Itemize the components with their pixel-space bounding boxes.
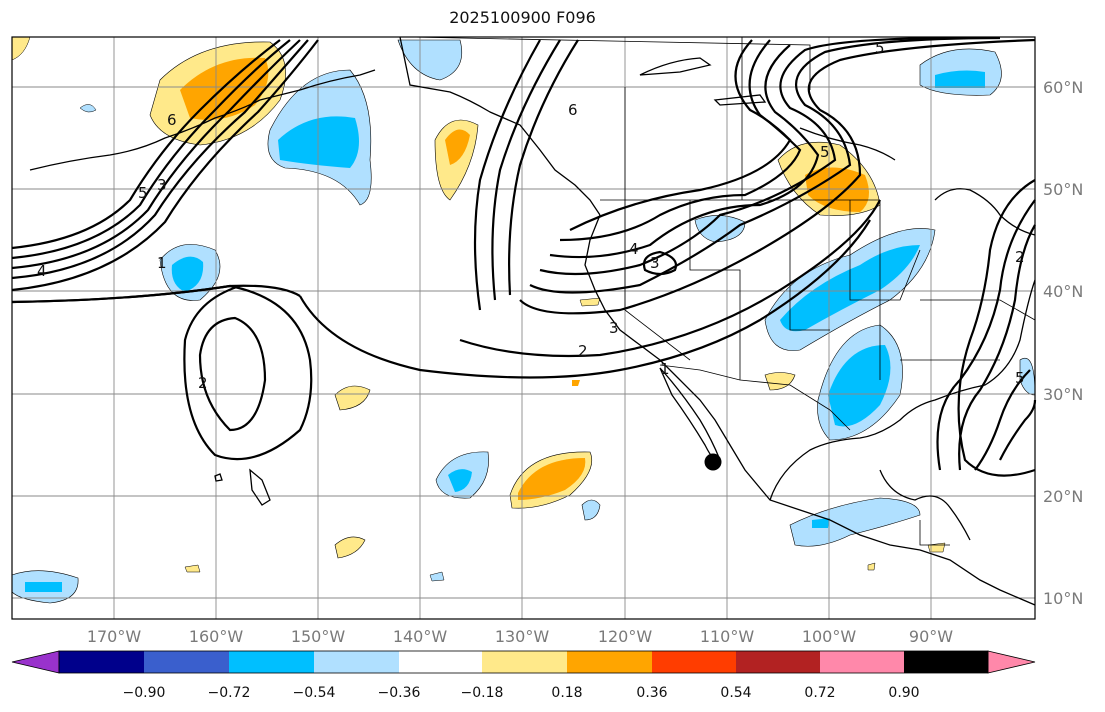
negative-anomaly-region <box>79 104 97 113</box>
longitude-label: 140°W <box>393 627 448 646</box>
colorbar-tick-label: 0.54 <box>720 685 751 701</box>
colorbar-tick-label: −0.72 <box>208 685 251 701</box>
colorbar-tick-label: 0.72 <box>804 685 835 701</box>
negative-anomaly-core <box>812 518 830 528</box>
colorbar-segment <box>144 651 229 673</box>
colorbar-segment <box>482 651 567 673</box>
colorbar-tick-label: 0.36 <box>636 685 667 701</box>
positive-anomaly-region <box>184 564 201 573</box>
colorbar-segment <box>904 651 988 673</box>
colorbar-segment <box>59 651 144 673</box>
colorbar-segment <box>736 651 820 673</box>
negative-anomaly-region <box>429 571 445 582</box>
contour-label: 6 <box>568 101 578 119</box>
positive-anomaly-region <box>579 297 601 307</box>
colorbar-segment <box>399 651 482 673</box>
negative-anomaly-region <box>397 39 463 81</box>
colorbar-tick-label: −0.18 <box>461 685 504 701</box>
contour-label: 6 <box>167 111 177 129</box>
colorbar-tick-label: −0.90 <box>123 685 166 701</box>
longitude-label: 160°W <box>189 627 244 646</box>
colorbar-segment <box>567 651 652 673</box>
contour-label-group: 4 5 3 6 6 1 2 4 3 3 2 1 5 5 2 5 <box>37 39 1025 392</box>
contour-label: 4 <box>37 262 47 280</box>
colorbar-outline <box>58 650 989 674</box>
longitude-label: 150°W <box>291 627 346 646</box>
colorbar-tick-label: 0.90 <box>888 685 919 701</box>
contour-label: 5 <box>1015 369 1025 387</box>
map-frame <box>11 36 1036 620</box>
contour-label: 3 <box>157 176 167 194</box>
positive-anomaly-core <box>518 458 586 500</box>
latitude-label: 50°N <box>1043 180 1083 199</box>
contour-label: 2 <box>198 374 208 392</box>
longitude-label: 100°W <box>802 627 857 646</box>
positive-anomaly-region <box>867 562 876 571</box>
longitude-label: 110°W <box>700 627 755 646</box>
location-marker <box>704 453 722 471</box>
contour-label: 5 <box>875 39 885 57</box>
contour-lines <box>11 36 1037 477</box>
map-title: 2025100900 F096 <box>449 8 596 27</box>
positive-anomaly-core <box>180 57 269 120</box>
positive-anomaly-core <box>445 129 470 165</box>
latitude-label: 60°N <box>1043 78 1083 97</box>
longitude-labels: 170°W 160°W 150°W 140°W 130°W 120°W 110°… <box>87 627 953 646</box>
positive-anomaly-region <box>764 372 796 391</box>
contour-label: 5 <box>138 184 148 202</box>
colorbar-segment <box>229 651 314 673</box>
colorbar-tick-label: 0.18 <box>551 685 582 701</box>
negative-anomaly-core <box>935 70 985 88</box>
contour-label: 1 <box>157 254 167 272</box>
coastlines <box>29 36 1036 606</box>
contour-label: 3 <box>609 319 619 337</box>
negative-anomaly-core <box>828 345 891 427</box>
positive-anomaly-region <box>334 385 371 411</box>
latitude-label: 10°N <box>1043 589 1083 608</box>
colorbar-segment <box>314 651 399 673</box>
latitude-label: 40°N <box>1043 282 1083 301</box>
positive-anomaly-region <box>334 536 366 559</box>
negative-anomaly-core <box>278 116 359 168</box>
latitude-label: 30°N <box>1043 385 1083 404</box>
colorbar: −0.90 −0.72 −0.54 −0.36 −0.18 0.18 0.36 … <box>11 650 1036 701</box>
longitude-label: 130°W <box>495 627 550 646</box>
negative-anomaly-core <box>171 256 204 292</box>
negative-anomaly-region <box>572 380 580 386</box>
colorbar-extend-left <box>11 650 60 674</box>
negative-anomaly-core <box>448 469 472 492</box>
longitude-label: 120°W <box>598 627 653 646</box>
colorbar-tick-label: −0.36 <box>378 685 421 701</box>
contour-label: 1 <box>660 360 670 378</box>
contour-label: 4 <box>629 240 639 258</box>
colorbar-extend-right <box>987 650 1036 674</box>
negative-anomaly-region <box>789 497 921 547</box>
longitude-label: 90°W <box>909 627 953 646</box>
colorbar-segment <box>652 651 736 673</box>
negative-anomaly-region <box>581 499 601 521</box>
latitude-label: 20°N <box>1043 487 1083 506</box>
colorbar-segment <box>820 651 904 673</box>
contour-label: 5 <box>820 143 830 161</box>
latitude-labels: 60°N 50°N 40°N 30°N 20°N 10°N <box>1043 78 1083 608</box>
colorbar-tick-label: −0.54 <box>293 685 336 701</box>
positive-anomaly-core <box>805 167 869 212</box>
longitude-label: 170°W <box>87 627 142 646</box>
negative-anomaly-core <box>25 582 62 592</box>
contour-label: 2 <box>1015 248 1025 266</box>
contour-label: 3 <box>650 254 660 272</box>
contour-label: 2 <box>578 342 588 360</box>
